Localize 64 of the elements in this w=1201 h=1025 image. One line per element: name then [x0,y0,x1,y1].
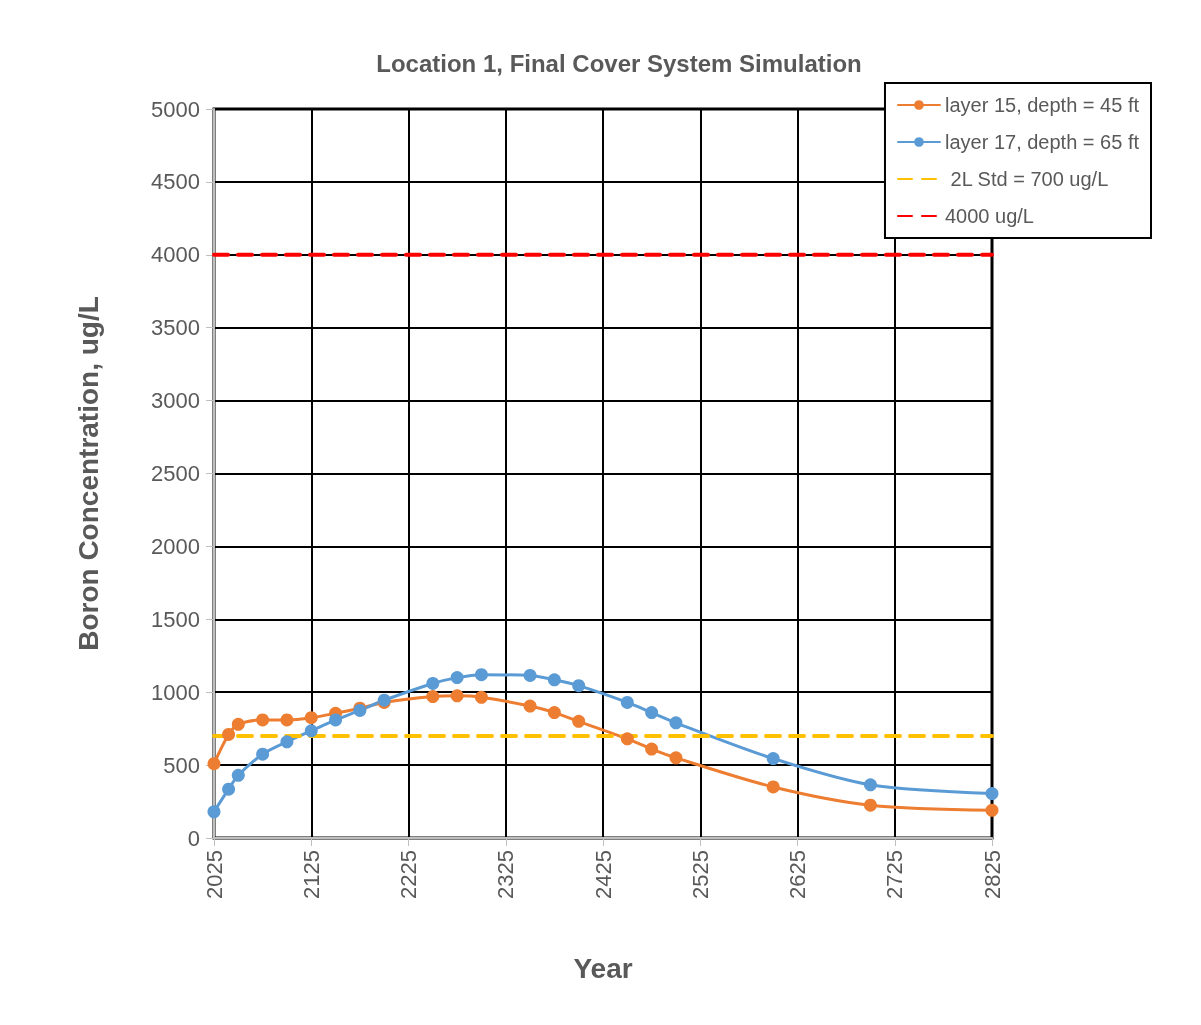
point [222,727,236,741]
point [256,747,270,761]
point [207,757,221,771]
legend-label: 2L Std = 700 ug/L [944,168,1109,190]
x-tick-label: 2625 [785,850,810,899]
x-tick-label: 2725 [882,850,908,899]
point [863,798,877,812]
point [620,732,634,746]
point [304,724,318,738]
point [645,742,659,756]
point [547,706,561,720]
y-tick-label: 1500 [151,606,200,632]
point [985,787,999,801]
y-axis-title: Boron Concentration, ug/L [72,296,104,651]
y-tick-label: 5000 [151,96,200,122]
x-tick-label: 2425 [590,850,616,899]
point [329,713,343,727]
point [985,803,999,817]
point [523,668,537,682]
point [280,735,294,749]
y-tick-label: 1000 [151,679,200,705]
point [231,717,245,731]
point [304,711,318,725]
point [450,671,464,685]
point [523,699,537,713]
y-tick-label: 3000 [151,388,200,414]
y-tick-label: 0 [187,825,200,851]
point [231,768,245,782]
point [426,676,440,690]
x-tick-label: 2125 [298,850,324,899]
point [620,695,634,709]
x-axis-title: Year [573,952,633,984]
point [766,752,780,766]
legend-label: 4000 ug/L [944,205,1034,227]
y-tick-label: 2000 [151,533,200,559]
x-tick-label: 2825 [979,850,1005,899]
point [474,668,488,682]
point [669,751,683,765]
point [280,713,294,727]
point [669,716,683,730]
legend-label: layer 15, depth = 45 ft [944,94,1140,116]
point [222,782,236,796]
point [426,690,440,704]
point [256,713,270,727]
point [207,805,221,819]
point [863,778,877,792]
x-tick-label: 2325 [493,850,519,899]
y-tick-label: 2500 [151,461,200,486]
point [474,690,488,704]
chart-title: Location 1, Final Cover System Simulation [376,49,862,77]
point [645,706,659,720]
y-tick-label: 3500 [151,315,200,341]
x-tick-label: 2225 [396,850,421,899]
x-tick-label: 2025 [201,850,227,899]
legend-label: layer 17, depth = 65 ft [944,131,1140,153]
point [572,714,586,728]
point [450,689,464,703]
y-tick-label: 4000 [151,242,200,268]
point [547,673,561,687]
point [766,780,780,794]
x-tick-label: 2525 [687,850,713,899]
y-tick-label: 4500 [151,169,200,195]
y-tick-label: 500 [163,752,200,778]
point [572,679,586,693]
